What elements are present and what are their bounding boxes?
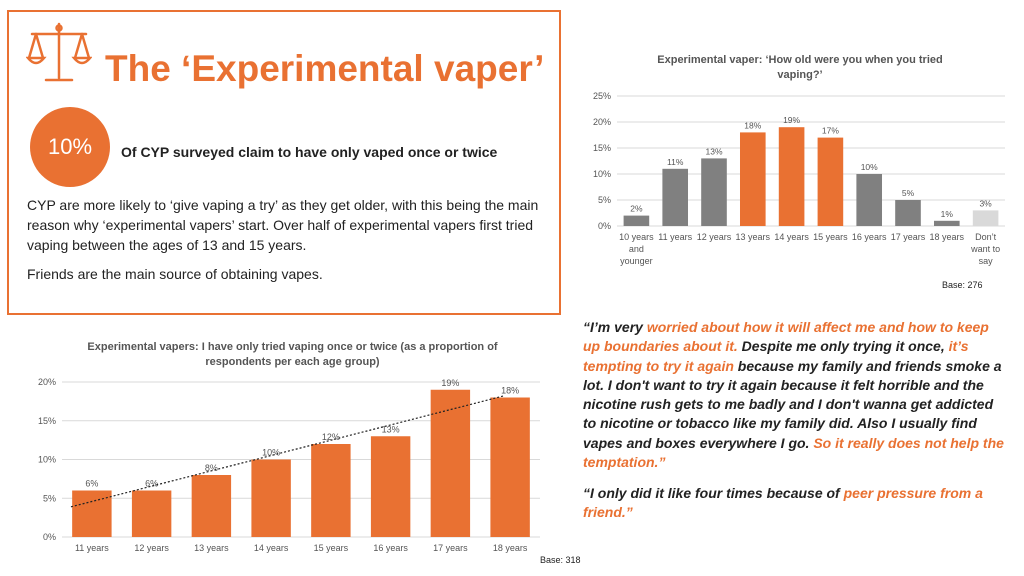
- x-tick-label: 10 years: [619, 232, 654, 242]
- data-label: 19%: [783, 115, 800, 125]
- x-tick-label: 13 years: [736, 232, 771, 242]
- bar: [490, 397, 530, 537]
- data-label: 19%: [441, 378, 459, 388]
- bar: [701, 158, 727, 226]
- page-title: The ‘Experimental vaper’: [105, 48, 545, 89]
- x-tick-label: 12 years: [697, 232, 732, 242]
- x-tick-label: younger: [620, 256, 653, 266]
- quote-text: “I only did it like four times because o…: [583, 485, 844, 501]
- x-tick-label: want to: [970, 244, 1000, 254]
- data-label: 10%: [262, 448, 280, 458]
- data-label: 6%: [145, 479, 158, 489]
- y-tick-label: 0%: [43, 532, 56, 542]
- stat-badge: 10%: [30, 107, 110, 187]
- summary-panel: [7, 10, 561, 315]
- x-tick-label: 16 years: [852, 232, 887, 242]
- stat-description: Of CYP surveyed claim to have only vaped…: [121, 144, 498, 160]
- sources-paragraph: Friends are the main source of obtaining…: [27, 266, 323, 282]
- bar: [370, 436, 411, 537]
- x-tick-label: 13 years: [194, 543, 229, 553]
- bar: [623, 215, 650, 226]
- data-label: 2%: [630, 204, 643, 214]
- data-label: 13%: [382, 424, 400, 434]
- age-first-tried-chart: 0% 5% 10% 15% 20% 25% 2% 10 years and younger 11% 1…: [593, 91, 1005, 266]
- quote-2: “I only did it like four times because o…: [583, 484, 1008, 523]
- bar: [251, 459, 291, 537]
- data-label: 17%: [822, 126, 839, 136]
- x-tick-label: and: [629, 244, 644, 254]
- data-label: 18%: [501, 386, 519, 396]
- scales-icon: [26, 22, 92, 82]
- x-tick-label: 15 years: [813, 232, 848, 242]
- bar: [817, 137, 844, 226]
- y-tick-label: 15%: [38, 416, 56, 426]
- chart-base-note: Base: 276: [942, 280, 983, 290]
- data-label: 13%: [705, 146, 722, 156]
- bar: [311, 444, 351, 537]
- y-tick-label: 5%: [43, 493, 56, 503]
- data-label: 10%: [861, 162, 878, 172]
- bar: [739, 132, 766, 226]
- tried-once-by-age-chart: 0% 5% 10% 15% 20% 6% 11 years 6% 12 years 8% 13 ye…: [38, 377, 540, 553]
- y-tick-label: 5%: [598, 195, 611, 205]
- bar: [778, 127, 805, 226]
- x-tick-label: 11 years: [658, 232, 692, 242]
- x-tick-label: 17 years: [891, 232, 926, 242]
- data-label: 1%: [941, 209, 954, 219]
- quote-text: “I’m very: [583, 319, 647, 335]
- bar: [72, 490, 112, 537]
- y-tick-label: 0%: [598, 221, 611, 231]
- quote-highlight: So it really does not help the temptatio…: [583, 434, 1004, 471]
- x-tick-label: 15 years: [314, 543, 349, 553]
- bar: [895, 200, 921, 226]
- chart-base-note: Base: 318: [540, 555, 581, 565]
- y-tick-label: 15%: [593, 143, 611, 153]
- x-tick-label: say: [979, 256, 994, 266]
- y-tick-label: 20%: [593, 117, 611, 127]
- x-tick-label: 14 years: [254, 543, 289, 553]
- data-label: 12%: [322, 432, 340, 442]
- summary-paragraph: CYP are more likely to ‘give vaping a tr…: [27, 197, 539, 253]
- quote-highlight: worried about how it will affect me and …: [583, 319, 989, 355]
- bar: [131, 490, 172, 537]
- data-label: 8%: [205, 463, 218, 473]
- y-tick-label: 25%: [593, 91, 611, 101]
- quote-highlight: peer pressure from a friend.”: [583, 485, 983, 521]
- x-tick-label: 14 years: [774, 232, 809, 242]
- x-tick-label: Don’t: [975, 232, 997, 242]
- bar: [662, 168, 689, 226]
- quote-highlight: it’s tempting to try it again: [583, 338, 969, 374]
- data-label: 18%: [744, 120, 761, 130]
- x-tick-label: 18 years: [930, 232, 965, 242]
- x-tick-label: 18 years: [493, 543, 528, 553]
- x-tick-label: 11 years: [75, 543, 109, 553]
- x-tick-label: 17 years: [433, 543, 468, 553]
- bar: [856, 174, 883, 226]
- tried-once-chart-title: Experimental vapers: I have only tried v…: [87, 341, 498, 368]
- x-tick-label: 12 years: [134, 543, 169, 553]
- data-label: 5%: [902, 188, 915, 198]
- bar: [933, 220, 960, 226]
- quote-text: Despite me only trying it once,: [737, 338, 949, 355]
- bar: [191, 475, 232, 537]
- bar: [972, 210, 999, 226]
- quote-text: because my family and friends smoke a lo…: [583, 357, 1002, 451]
- quote-1: “I’m very worried about how it will affe…: [583, 318, 1008, 472]
- data-label: 11%: [667, 157, 684, 167]
- trendline: [70, 395, 505, 508]
- data-label: 6%: [85, 479, 98, 489]
- y-tick-label: 10%: [38, 455, 56, 465]
- age-first-tried-chart-title: Experimental vaper: ‘How old were you wh…: [657, 54, 943, 81]
- x-tick-label: 16 years: [373, 543, 408, 553]
- bar: [430, 389, 471, 537]
- y-tick-label: 20%: [38, 377, 56, 387]
- data-label: 3%: [979, 198, 992, 208]
- y-tick-label: 10%: [593, 169, 611, 179]
